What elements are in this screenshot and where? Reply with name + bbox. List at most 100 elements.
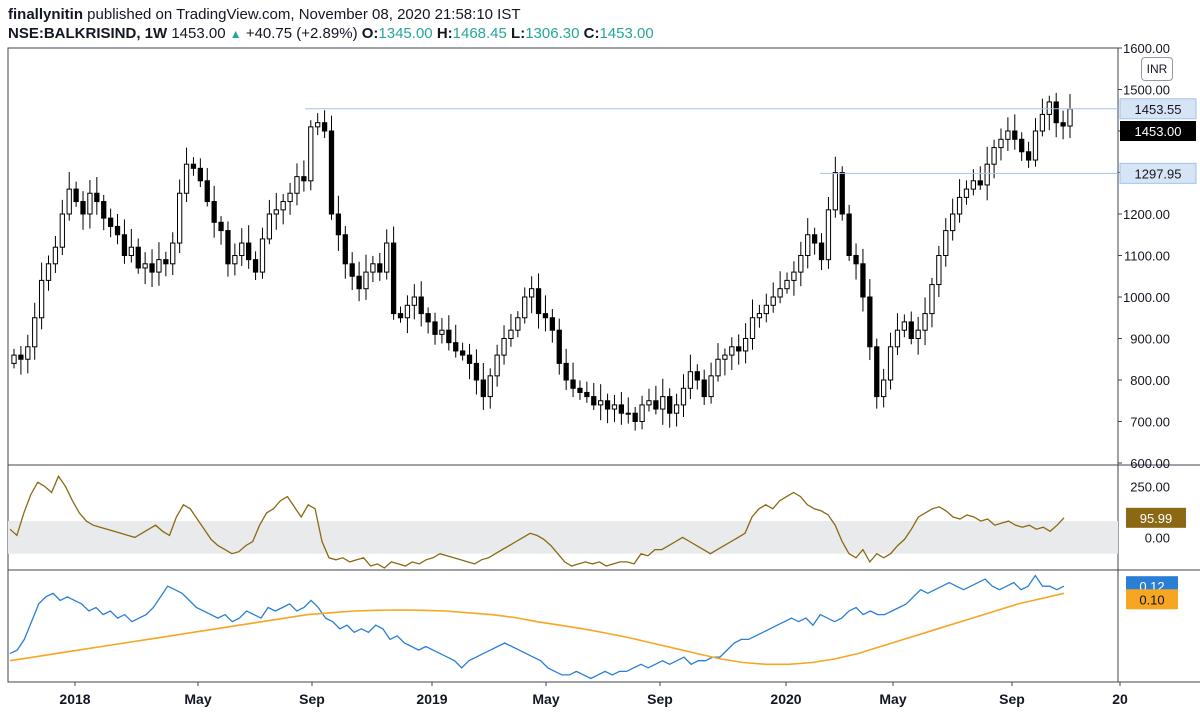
y-tick-label: 900.00 [1130,332,1170,347]
candle-down [867,296,873,348]
low-value: 1306.30 [525,25,580,42]
oscillator-tick-label: 250.00 [1130,479,1170,494]
open-value: 1345.00 [378,25,433,42]
candle-down [632,412,638,423]
close-value: 1453.00 [599,25,654,42]
candle-up [1039,113,1046,132]
candle-down [211,201,217,223]
published-text: published on TradingView.com, November 0… [87,6,521,23]
candle-up [25,346,31,360]
oscillator-last-badge [1126,507,1186,528]
candle-down [204,180,210,203]
candle-up [232,255,238,265]
candle-down [701,379,707,398]
candle-down [618,404,625,414]
candle-down [149,263,155,273]
y-tick-label: 700.00 [1130,415,1170,430]
candle-up [411,296,417,306]
candle-up [266,213,273,240]
open-label: O: [361,25,379,42]
candle-down [1053,101,1059,124]
candle-down [459,350,466,356]
candle-down [466,354,473,364]
candle-up [770,296,776,306]
candle-up [777,288,783,298]
last-price-badge [1120,121,1196,142]
x-tick-label: Sep [647,691,673,707]
y-tick-label: 1000.00 [1123,290,1170,305]
candle-down [694,371,700,381]
x-tick-label: May [184,691,211,707]
candle-up [52,246,59,265]
candle-up [363,271,369,290]
candle-up [142,263,148,269]
level-label-bg [1119,98,1197,120]
y-tick-label: 1500.00 [1123,83,1170,98]
y-tick-label: 600.00 [1130,456,1170,471]
oscillator-band [8,521,1118,554]
candle-down [577,387,583,393]
author-name[interactable]: finallynitin [8,6,83,23]
candle-up [832,172,838,211]
candle-up [177,192,183,244]
candle-up [825,209,832,261]
x-tick-label: 2019 [416,691,447,707]
candle-down [542,313,549,319]
candle-down [591,396,597,406]
candle-down [197,167,203,182]
candle-down [135,246,141,269]
level-label: 1297.95 [1135,166,1182,181]
candle-down [818,242,825,261]
high-value: 1468.45 [452,25,507,42]
x-tick-label: 2018 [59,691,90,707]
candle-up [763,304,769,315]
candle-up [887,346,894,381]
candle-up [998,138,1004,149]
candle-down [480,379,486,398]
symbol-name[interactable]: NSE:BALKRISIND, 1W [8,25,168,42]
candle-down [349,263,355,277]
candle-down [418,296,424,315]
candle-up [715,358,721,377]
indicator-line-blue [9,574,1065,680]
symbol-legend: NSE:BALKRISIND, 1W 1453.00 ▲ +40.75 (+2.… [8,25,654,42]
candle-up [742,338,749,352]
candle-up [625,412,631,415]
candle-up [287,192,293,203]
oscillator-tick-label: 0.00 [1145,530,1170,545]
plot-frame [7,47,1119,683]
low-label: L: [511,25,526,42]
candle-down [1019,138,1025,153]
publish-info: finallynitin published on TradingView.co… [8,6,521,23]
indicator-orange-badge [1126,589,1178,610]
candle-up [791,271,797,281]
candle-down [94,192,100,203]
up-arrow-icon: ▲ [229,27,242,41]
oscillator-last-label: 95.99 [1140,511,1173,526]
y-tick-label: 1600.00 [1123,41,1170,56]
candle-down [301,176,307,182]
price-change: +40.75 (+2.89%) [245,25,358,42]
currency-badge[interactable]: INR [1141,57,1173,81]
candle-down [163,259,169,265]
candle-down [1025,151,1032,161]
candle-up [315,122,321,128]
candle-up [1032,130,1039,161]
candle-down [101,201,107,219]
candle-down [473,362,480,381]
candle-down [432,321,438,335]
last-price-badge-label: 1453.00 [1135,124,1182,139]
x-tick-label: Sep [999,691,1025,707]
candle-down [584,391,590,398]
candle-down [246,242,252,261]
candle-up [950,213,956,232]
candle-up [756,313,763,319]
candle-down [535,288,542,315]
candle-down [736,346,742,352]
candle-down [190,163,197,169]
candle-down [377,263,383,273]
candle-down [570,379,576,389]
candle-down [667,396,673,414]
candle-up [963,188,970,198]
